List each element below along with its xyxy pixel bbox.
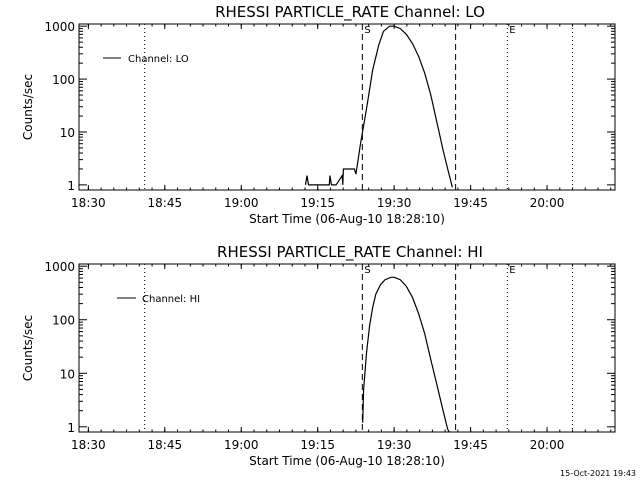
chart-title: RHESSI PARTICLE_RATE Channel: LO — [215, 3, 485, 22]
x-tick-label: 18:30 — [71, 196, 106, 210]
x-tick-label: 19:30 — [377, 196, 412, 210]
y-tick-label: 1 — [67, 421, 75, 435]
legend: Channel: HI — [117, 294, 200, 305]
x-tick-label: 19:45 — [453, 438, 488, 452]
y-tick-label: 10 — [60, 367, 75, 381]
marker-label: S — [364, 25, 370, 36]
y-tick-label: 1000 — [44, 260, 75, 274]
x-tick-label: 20:00 — [530, 196, 565, 210]
marker-label: S — [364, 265, 370, 276]
y-tick-label: 100 — [52, 73, 75, 87]
marker-label: E — [509, 25, 515, 36]
timestamp: 15-Oct-2021 19:43 — [560, 469, 636, 478]
y-tick-label: 10 — [60, 126, 75, 140]
x-tick-label: 18:45 — [148, 438, 183, 452]
x-tick-label: 19:30 — [377, 438, 412, 452]
axis-ticks: 18:30 18:45 19:00 19:15 19:30 19:45 20:00 1 10 10… — [44, 20, 615, 210]
x-tick-label: 19:45 — [453, 196, 488, 210]
x-tick-label: 19:00 — [224, 196, 259, 210]
data-series — [362, 276, 450, 433]
y-tick-label: 1 — [67, 179, 75, 193]
x-tick-label: 19:15 — [300, 438, 335, 452]
x-tick-label: 18:30 — [71, 438, 106, 452]
legend-label: Channel: HI — [142, 294, 200, 305]
x-tick-label: 18:45 — [148, 196, 183, 210]
y-axis-label: Counts/sec — [21, 315, 35, 381]
axis-ticks: 18:30 18:45 19:00 19:15 19:30 19:45 20:00 1 10 10… — [44, 260, 615, 452]
x-axis-label: Start Time (06-Aug-10 18:28:10) — [249, 454, 445, 468]
chart-title: RHESSI PARTICLE_RATE Channel: HI — [217, 243, 483, 262]
x-tick-label: 20:00 — [530, 438, 565, 452]
x-tick-label: 19:00 — [224, 438, 259, 452]
data-series — [304, 25, 453, 188]
x-axis-label: Start Time (06-Aug-10 18:28:10) — [249, 212, 445, 226]
y-tick-label: 1000 — [44, 20, 75, 34]
y-tick-label: 100 — [52, 314, 75, 328]
marker-label: E — [509, 265, 515, 276]
series-line-0 — [304, 25, 453, 188]
series-line-0 — [362, 276, 450, 433]
legend: Channel: LO — [103, 54, 189, 65]
legend-label: Channel: LO — [128, 54, 189, 65]
x-tick-label: 19:15 — [300, 196, 335, 210]
y-axis-label: Counts/sec — [21, 74, 35, 140]
